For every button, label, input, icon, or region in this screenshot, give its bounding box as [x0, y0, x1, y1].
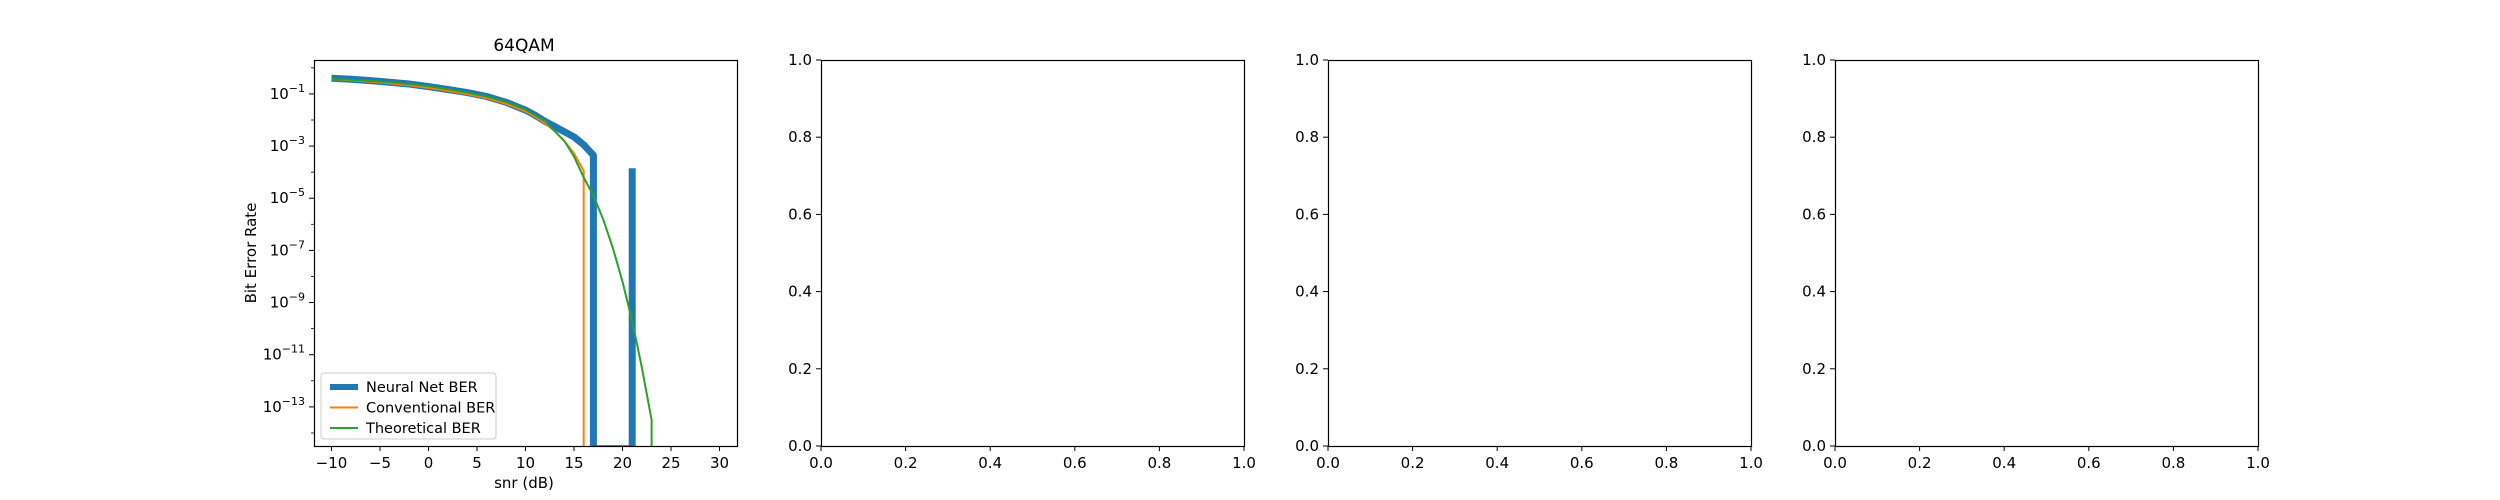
x-tick-label: −10: [316, 454, 348, 472]
ber-plot-area: [331, 74, 653, 446]
y-tick-label: 10−9: [270, 291, 305, 312]
y-tick-label: 10−3: [270, 134, 305, 155]
x-tick-label: −5: [369, 454, 391, 472]
empty-axes-panel-4: 0.0 0.2 0.4 0.6 0.8 1.0 0.0 0.2 0.4 0.6 0.8 1.0: [1802, 51, 2270, 472]
y-tick-label: 1.0: [788, 51, 812, 69]
x-tick-label: 0.4: [1992, 454, 2016, 472]
legend-label: Conventional BER: [366, 401, 495, 417]
y-tick-label: 0.6: [788, 205, 812, 223]
chart-title: 64QAM: [493, 36, 554, 56]
y-tick-label: 0.2: [1802, 360, 1826, 378]
x-tick-label: 15: [564, 454, 583, 472]
y-tick-exponent: −3: [289, 134, 305, 147]
y-tick-base: 10: [270, 189, 289, 207]
legend-box: [320, 372, 497, 440]
y-tick-label: 10−1: [270, 82, 305, 103]
series-line-theoretical-ber: [331, 78, 653, 446]
y-tick-label: 0.0: [1802, 437, 1826, 455]
y-tick-exponent: −11: [282, 343, 305, 356]
y-tick-label: 10−5: [270, 186, 305, 207]
y-tick-label: 0.0: [788, 437, 812, 455]
ber-chart-panel: 64QAM snr (dB) Bit Error Rate Neural Net…: [242, 36, 739, 492]
y-tick-label: 0.6: [1802, 205, 1826, 223]
y-tick-label: 0.8: [1295, 128, 1319, 146]
x-tick-label: 0.0: [1316, 454, 1340, 472]
y-tick-base: 10: [270, 137, 289, 155]
x-tick-label: 0.6: [1570, 454, 1594, 472]
x-tick-label: 10: [516, 454, 535, 472]
x-tick-label: 0: [424, 454, 434, 472]
y-tick-label: 0.4: [788, 283, 812, 301]
y-tick-exponent: −13: [282, 395, 305, 408]
y-tick-label: 0.0: [1295, 437, 1319, 455]
x-tick-label: 0.8: [2161, 454, 2185, 472]
y-tick-exponent: −7: [289, 238, 305, 251]
x-tick-label: 0.2: [1401, 454, 1425, 472]
y-tick-exponent: −9: [289, 291, 305, 304]
axes-frame: [1834, 59, 2260, 448]
y-tick-label: 0.6: [1295, 205, 1319, 223]
empty-axes-panel-3: 0.0 0.2 0.4 0.6 0.8 1.0 0.0 0.2 0.4 0.6 0.8 1.0: [1295, 51, 1763, 472]
x-tick-label: 0.4: [978, 454, 1002, 472]
y-tick-base: 10: [270, 241, 289, 259]
legend-label: Theoretical BER: [365, 421, 481, 437]
y-tick-label: 10−11: [263, 343, 305, 364]
x-tick-label: 0.8: [1654, 454, 1678, 472]
x-tick-label: 0.2: [894, 454, 918, 472]
x-tick-label: 20: [613, 454, 632, 472]
x-tick-label: 0.2: [1908, 454, 1932, 472]
x-tick-label: 0.8: [1147, 454, 1171, 472]
x-tick-label: 0.4: [1485, 454, 1509, 472]
y-tick-label: 0.4: [1802, 283, 1826, 301]
y-axis-title: Bit Error Rate: [242, 203, 260, 304]
x-tick-label: 5: [472, 454, 482, 472]
x-tick-label: 0.6: [2077, 454, 2101, 472]
y-tick-exponent: −5: [289, 186, 305, 199]
x-tick-label: 1.0: [2246, 454, 2270, 472]
x-tick-label: 1.0: [1739, 454, 1763, 472]
legend: Neural Net BER Conventional BER Theoretica…: [320, 372, 497, 440]
y-tick-label: 0.4: [1295, 283, 1319, 301]
y-tick-label: 0.2: [1295, 360, 1319, 378]
legend-label: Neural Net BER: [366, 380, 478, 396]
series-group: [331, 74, 653, 446]
y-tick-label: 1.0: [1295, 51, 1319, 69]
y-tick-label: 10−13: [263, 395, 305, 416]
x-tick-label: 0.6: [1063, 454, 1087, 472]
x-tick-label: 0.0: [809, 454, 833, 472]
x-tick-label: 30: [710, 454, 729, 472]
x-tick-label: 25: [661, 454, 680, 472]
y-tick-label: 0.8: [788, 128, 812, 146]
y-tick-base: 10: [263, 346, 282, 364]
x-axis-title: snr (dB): [494, 474, 554, 492]
y-tick-label: 0.2: [788, 360, 812, 378]
y-tick-exponent: −1: [289, 82, 305, 95]
axes-frame: [1327, 59, 1753, 448]
y-tick-base: 10: [263, 398, 282, 416]
y-tick-label: 10−7: [270, 238, 305, 259]
x-tick-label: 0.0: [1823, 454, 1847, 472]
x-tick-label: 1.0: [1232, 454, 1256, 472]
y-tick-label: 1.0: [1802, 51, 1826, 69]
y-tick-base: 10: [270, 85, 289, 103]
empty-axes-panel-2: 0.0 0.2 0.4 0.6 0.8 1.0 0.0 0.2 0.4 0.6 0.8 1.0: [788, 51, 1256, 472]
axes-frame: [820, 59, 1246, 448]
y-tick-base: 10: [270, 294, 289, 312]
y-tick-label: 0.8: [1802, 128, 1826, 146]
